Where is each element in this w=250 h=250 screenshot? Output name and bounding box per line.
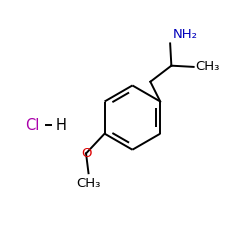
Text: NH₂: NH₂ <box>173 28 198 42</box>
Text: CH₃: CH₃ <box>196 60 220 74</box>
Text: H: H <box>56 118 67 132</box>
Text: O: O <box>81 147 91 160</box>
Text: CH₃: CH₃ <box>76 177 101 190</box>
Text: Cl: Cl <box>25 118 39 132</box>
